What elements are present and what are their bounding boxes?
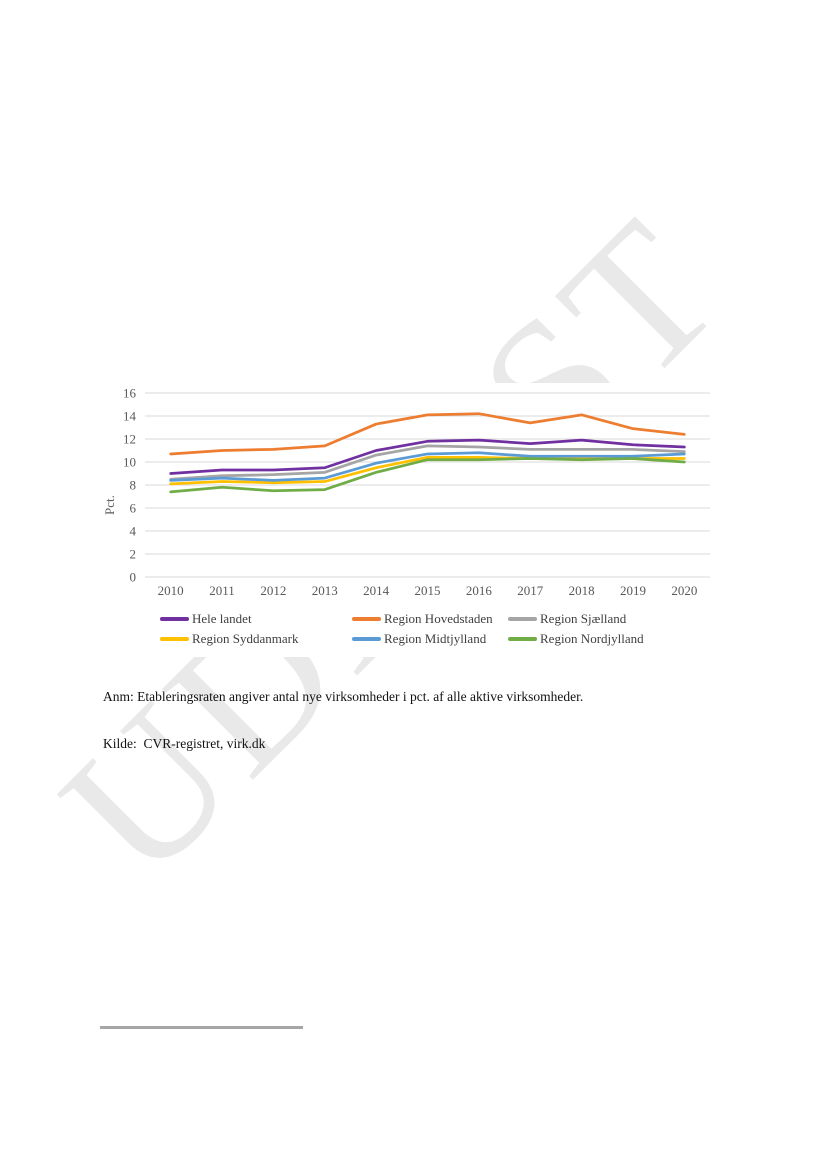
y-tick-label: 8 (130, 478, 137, 493)
y-tick-label: 6 (130, 501, 137, 516)
legend-label: Region Midtjylland (384, 631, 487, 646)
legend-swatch-icon (160, 637, 189, 641)
y-axis-title: Pct. (102, 495, 117, 515)
legend-item-hele-landet: Hele landet (160, 611, 252, 627)
series-line-region-midtjylland (169, 451, 686, 482)
legend-item-region-syddanmark: Region Syddanmark (160, 631, 299, 647)
series-line-region-hovedstaden (169, 412, 686, 456)
legend-swatch-icon (508, 637, 537, 641)
x-tick-label: 2014 (363, 583, 390, 598)
legend-swatch-icon (352, 617, 381, 621)
establishment-rate-chart: 0 2 4 6 8 10 12 14 16 Pct. 2010 2011 2012 2013 2014 201… (102, 386, 710, 598)
footnote-separator (100, 1026, 303, 1029)
legend-label: Region Syddanmark (192, 631, 299, 646)
y-tick-label: 14 (123, 409, 137, 424)
x-tick-label: 2010 (158, 583, 184, 598)
legend-item-region-nordjylland: Region Nordjylland (508, 631, 644, 647)
x-tick-label: 2013 (312, 583, 338, 598)
establishment-rate-figure: 0 2 4 6 8 10 12 14 16 Pct. 2010 2011 2012 2013 2014 201… (98, 383, 716, 657)
y-tick-label: 16 (123, 386, 137, 401)
x-tick-label: 2019 (620, 583, 646, 598)
x-tick-label: 2015 (415, 583, 441, 598)
x-tick-label: 2016 (466, 583, 493, 598)
legend-item-region-midtjylland: Region Midtjylland (352, 631, 486, 647)
legend-swatch-icon (160, 617, 189, 621)
note-kilde: Kilde: CVR-registret, virk.dk (103, 735, 266, 751)
legend-label: Hele landet (192, 611, 252, 626)
figure-notes: Anm: Etableringsraten angiver antal nye … (103, 658, 583, 782)
legend-item-region-hovedstaden: Region Hovedstaden (352, 611, 493, 627)
legend-label: Region Nordjylland (540, 631, 644, 646)
note-anm: Anm: Etableringsraten angiver antal nye … (103, 689, 584, 704)
x-tick-label: 2011 (209, 583, 235, 598)
y-tick-label: 4 (130, 524, 137, 539)
y-tick-label: 12 (123, 432, 136, 447)
legend-label: Region Sjælland (540, 611, 627, 626)
legend-item-region-sj-lland: Region Sjælland (508, 611, 626, 627)
series-line-region-nordjylland (169, 457, 686, 494)
x-tick-label: 2012 (260, 583, 286, 598)
x-tick-label: 2020 (671, 583, 697, 598)
series-line-region-sj-lland (169, 444, 686, 481)
series-line-hele-landet (169, 438, 686, 475)
y-tick-label: 0 (130, 570, 137, 585)
x-tick-label: 2018 (569, 583, 595, 598)
chart-legend: Hele landet Region Hovedstaden Region Sjæl… (98, 607, 716, 655)
legend-swatch-icon (508, 617, 537, 621)
x-tick-label: 2017 (517, 583, 544, 598)
legend-label: Region Hovedstaden (384, 611, 493, 626)
y-tick-label: 10 (123, 455, 136, 470)
y-tick-label: 2 (130, 547, 137, 562)
legend-swatch-icon (352, 637, 381, 641)
